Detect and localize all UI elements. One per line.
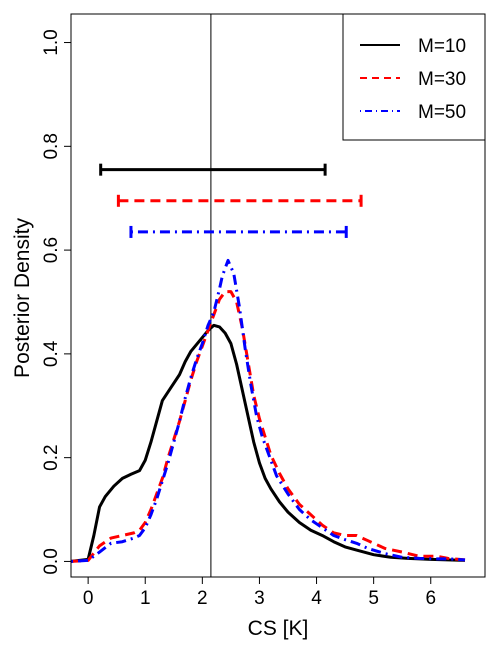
y-tick-label-0.4: 0.4 (41, 340, 62, 367)
x-tick-label-5: 5 (368, 588, 379, 609)
plot-layer: 0 1 2 3 4 5 6 0.0 0.2 0.4 0.6 0.8 1.0 (41, 14, 466, 609)
legend-label-m50: M=50 (418, 102, 466, 123)
x-tick-label-3: 3 (254, 588, 265, 609)
x-tick-label-4: 4 (311, 588, 322, 609)
x-tick-label-2: 2 (197, 588, 208, 609)
x-tick-label-6: 6 (425, 588, 436, 609)
density-curve-m30 (71, 290, 466, 563)
density-curve-m50 (71, 258, 466, 563)
x-axis-label: CS [K] (248, 617, 309, 640)
plot-frame (70, 13, 486, 578)
y-tick-label-0.0: 0.0 (41, 548, 62, 574)
x-tick-label-1: 1 (140, 588, 151, 609)
y-axis-label: Posterior Density (11, 218, 34, 378)
y-tick-label-0.8: 0.8 (41, 133, 62, 159)
legend-label-m10: M=10 (418, 36, 466, 57)
y-tick-label-0.2: 0.2 (41, 444, 62, 470)
y-tick-label-0.6: 0.6 (41, 237, 62, 263)
density-curve-m10 (71, 323, 466, 563)
x-tick-label-0: 0 (83, 588, 94, 609)
legend: M=10 M=30 M=50 (342, 13, 486, 141)
legend-label-m30: M=30 (418, 69, 466, 90)
y-tick-label-1.0: 1.0 (41, 29, 62, 55)
